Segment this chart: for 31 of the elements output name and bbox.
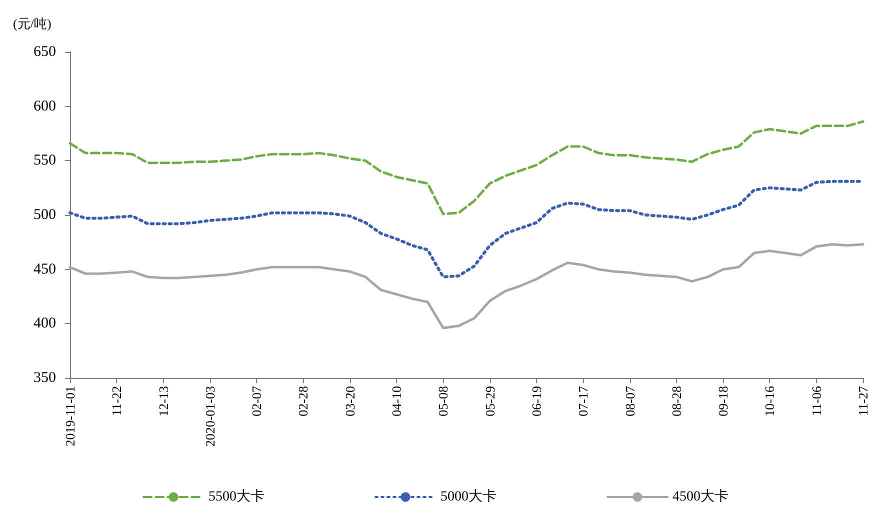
x-tick-label: 06-19 bbox=[528, 386, 544, 416]
y-axis-title: (元/吨) bbox=[13, 16, 52, 31]
x-tick-label: 11-06 bbox=[808, 386, 824, 416]
x-tick-label: 2020-01-03 bbox=[202, 386, 218, 447]
x-tick-label: 08-28 bbox=[668, 386, 684, 416]
x-tick-label: 09-18 bbox=[716, 386, 731, 416]
x-tick-label: 03-20 bbox=[342, 386, 358, 416]
y-tick-label: 350 bbox=[34, 370, 56, 386]
x-tick-label: 02-28 bbox=[296, 386, 311, 416]
legend-label: 4500大卡 bbox=[672, 488, 728, 504]
x-tick-label: 04-10 bbox=[389, 386, 404, 416]
x-tick-label: 08-07 bbox=[622, 386, 638, 416]
x-tick-label: 10-16 bbox=[762, 386, 778, 416]
x-tick-label: 05-08 bbox=[436, 386, 451, 416]
line-series bbox=[68, 243, 864, 330]
line-series bbox=[68, 120, 864, 216]
x-tick-label: 11-22 bbox=[109, 386, 124, 416]
x-tick-label: 07-17 bbox=[576, 386, 591, 416]
x-tick-label: 12-13 bbox=[156, 386, 171, 416]
y-tick-label: 550 bbox=[34, 152, 56, 169]
x-tick-label: 05-29 bbox=[482, 386, 498, 416]
legend-label: 5500大卡 bbox=[208, 488, 264, 504]
y-tick-label: 450 bbox=[34, 261, 56, 278]
x-tick-label: 02-07 bbox=[249, 386, 264, 416]
y-tick-label: 500 bbox=[34, 207, 56, 223]
x-tick-label: 2019-11-01 bbox=[62, 386, 78, 446]
x-tick-label: 11-27 bbox=[856, 386, 870, 416]
legend-label: 5000大卡 bbox=[440, 488, 496, 504]
y-tick-label: 650 bbox=[34, 44, 56, 60]
y-tick-label: 600 bbox=[34, 98, 56, 114]
y-tick-label: 400 bbox=[34, 316, 56, 332]
